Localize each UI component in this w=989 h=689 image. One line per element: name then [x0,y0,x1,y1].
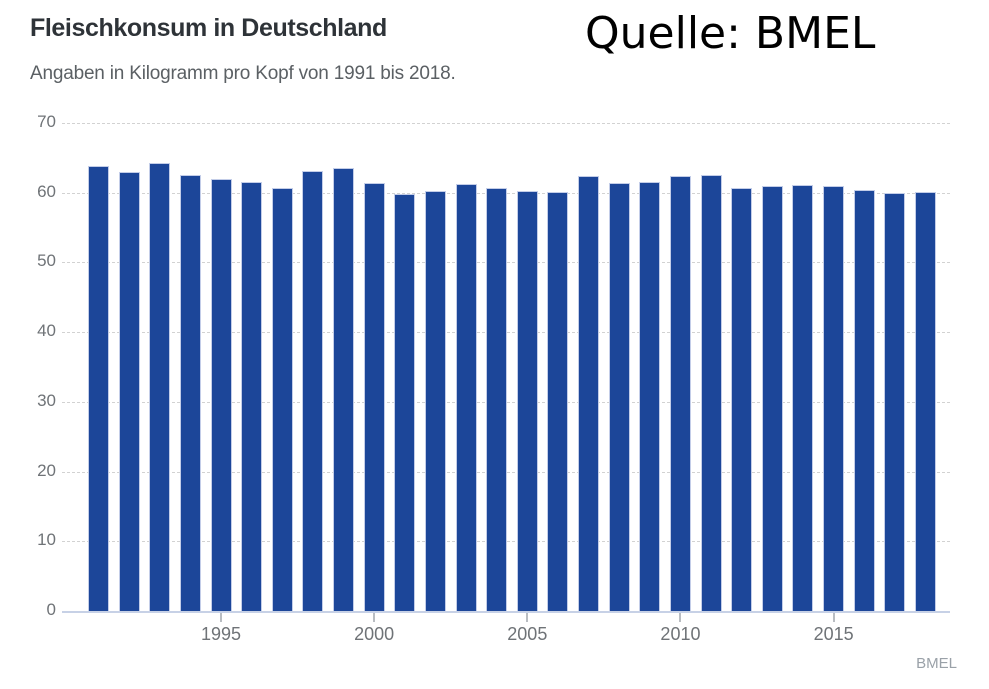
x-axis-tick [526,613,529,622]
y-axis-label: 30 [37,390,56,410]
bar-1994 [179,174,201,611]
x-axis-tick [679,613,682,622]
bar-2017 [884,193,906,611]
bar-2002 [424,190,446,611]
y-axis-label: 50 [37,251,56,271]
bar-2003 [455,183,477,611]
y-axis-label: 10 [37,530,56,550]
chart-subtitle: Angaben in Kilogramm pro Kopf von 1991 b… [30,63,456,84]
bar-1996 [241,181,263,611]
bar-2018 [914,192,936,611]
source-credit: BMEL [916,655,957,672]
x-axis-label: 2015 [813,624,854,644]
bar-2014 [792,185,814,611]
bar-2006 [547,192,569,611]
bar-2013 [761,186,783,611]
bar-1991 [88,165,109,611]
bar-2012 [731,187,753,611]
bar-2001 [394,194,416,611]
source-annotation: Quelle: BMEL [585,8,876,59]
y-axis-label: 20 [37,460,56,480]
x-axis-line [62,611,950,613]
x-axis-tick [832,613,835,622]
bar-1998 [302,171,324,611]
x-axis-label: 2000 [354,624,395,644]
bar-2016 [853,189,875,611]
bar-2008 [608,183,630,611]
y-axis-label: 60 [37,181,56,201]
bar-1997 [271,187,293,611]
bar-1992 [118,171,140,611]
gridline [62,123,950,124]
bar-1995 [210,178,232,611]
bar-2009 [639,181,661,611]
x-axis-label: 2005 [507,624,548,644]
bar-1999 [333,167,354,611]
x-axis-tick [373,613,376,622]
plot-area: 0 10 20 30 40 50 60 70 1995 2000 2005 2010 2015 [37,112,950,644]
bar-1993 [149,163,171,611]
y-axis-label: 0 [46,600,56,619]
chart-title: Fleischkonsum in Deutschland [30,14,387,42]
bar-2000 [363,183,385,611]
bar-2004 [486,187,508,611]
bar-2015 [823,185,844,611]
x-axis-label: 1995 [200,624,242,644]
bar-2007 [578,176,599,611]
bar-2005 [516,190,538,611]
y-axis-label: 40 [37,321,56,341]
bar-series [88,123,936,611]
y-axis-label: 70 [37,112,56,131]
x-axis-label: 2010 [660,624,701,644]
bar-2011 [700,174,722,611]
bar-2010 [669,176,691,611]
x-axis-tick [220,613,223,622]
